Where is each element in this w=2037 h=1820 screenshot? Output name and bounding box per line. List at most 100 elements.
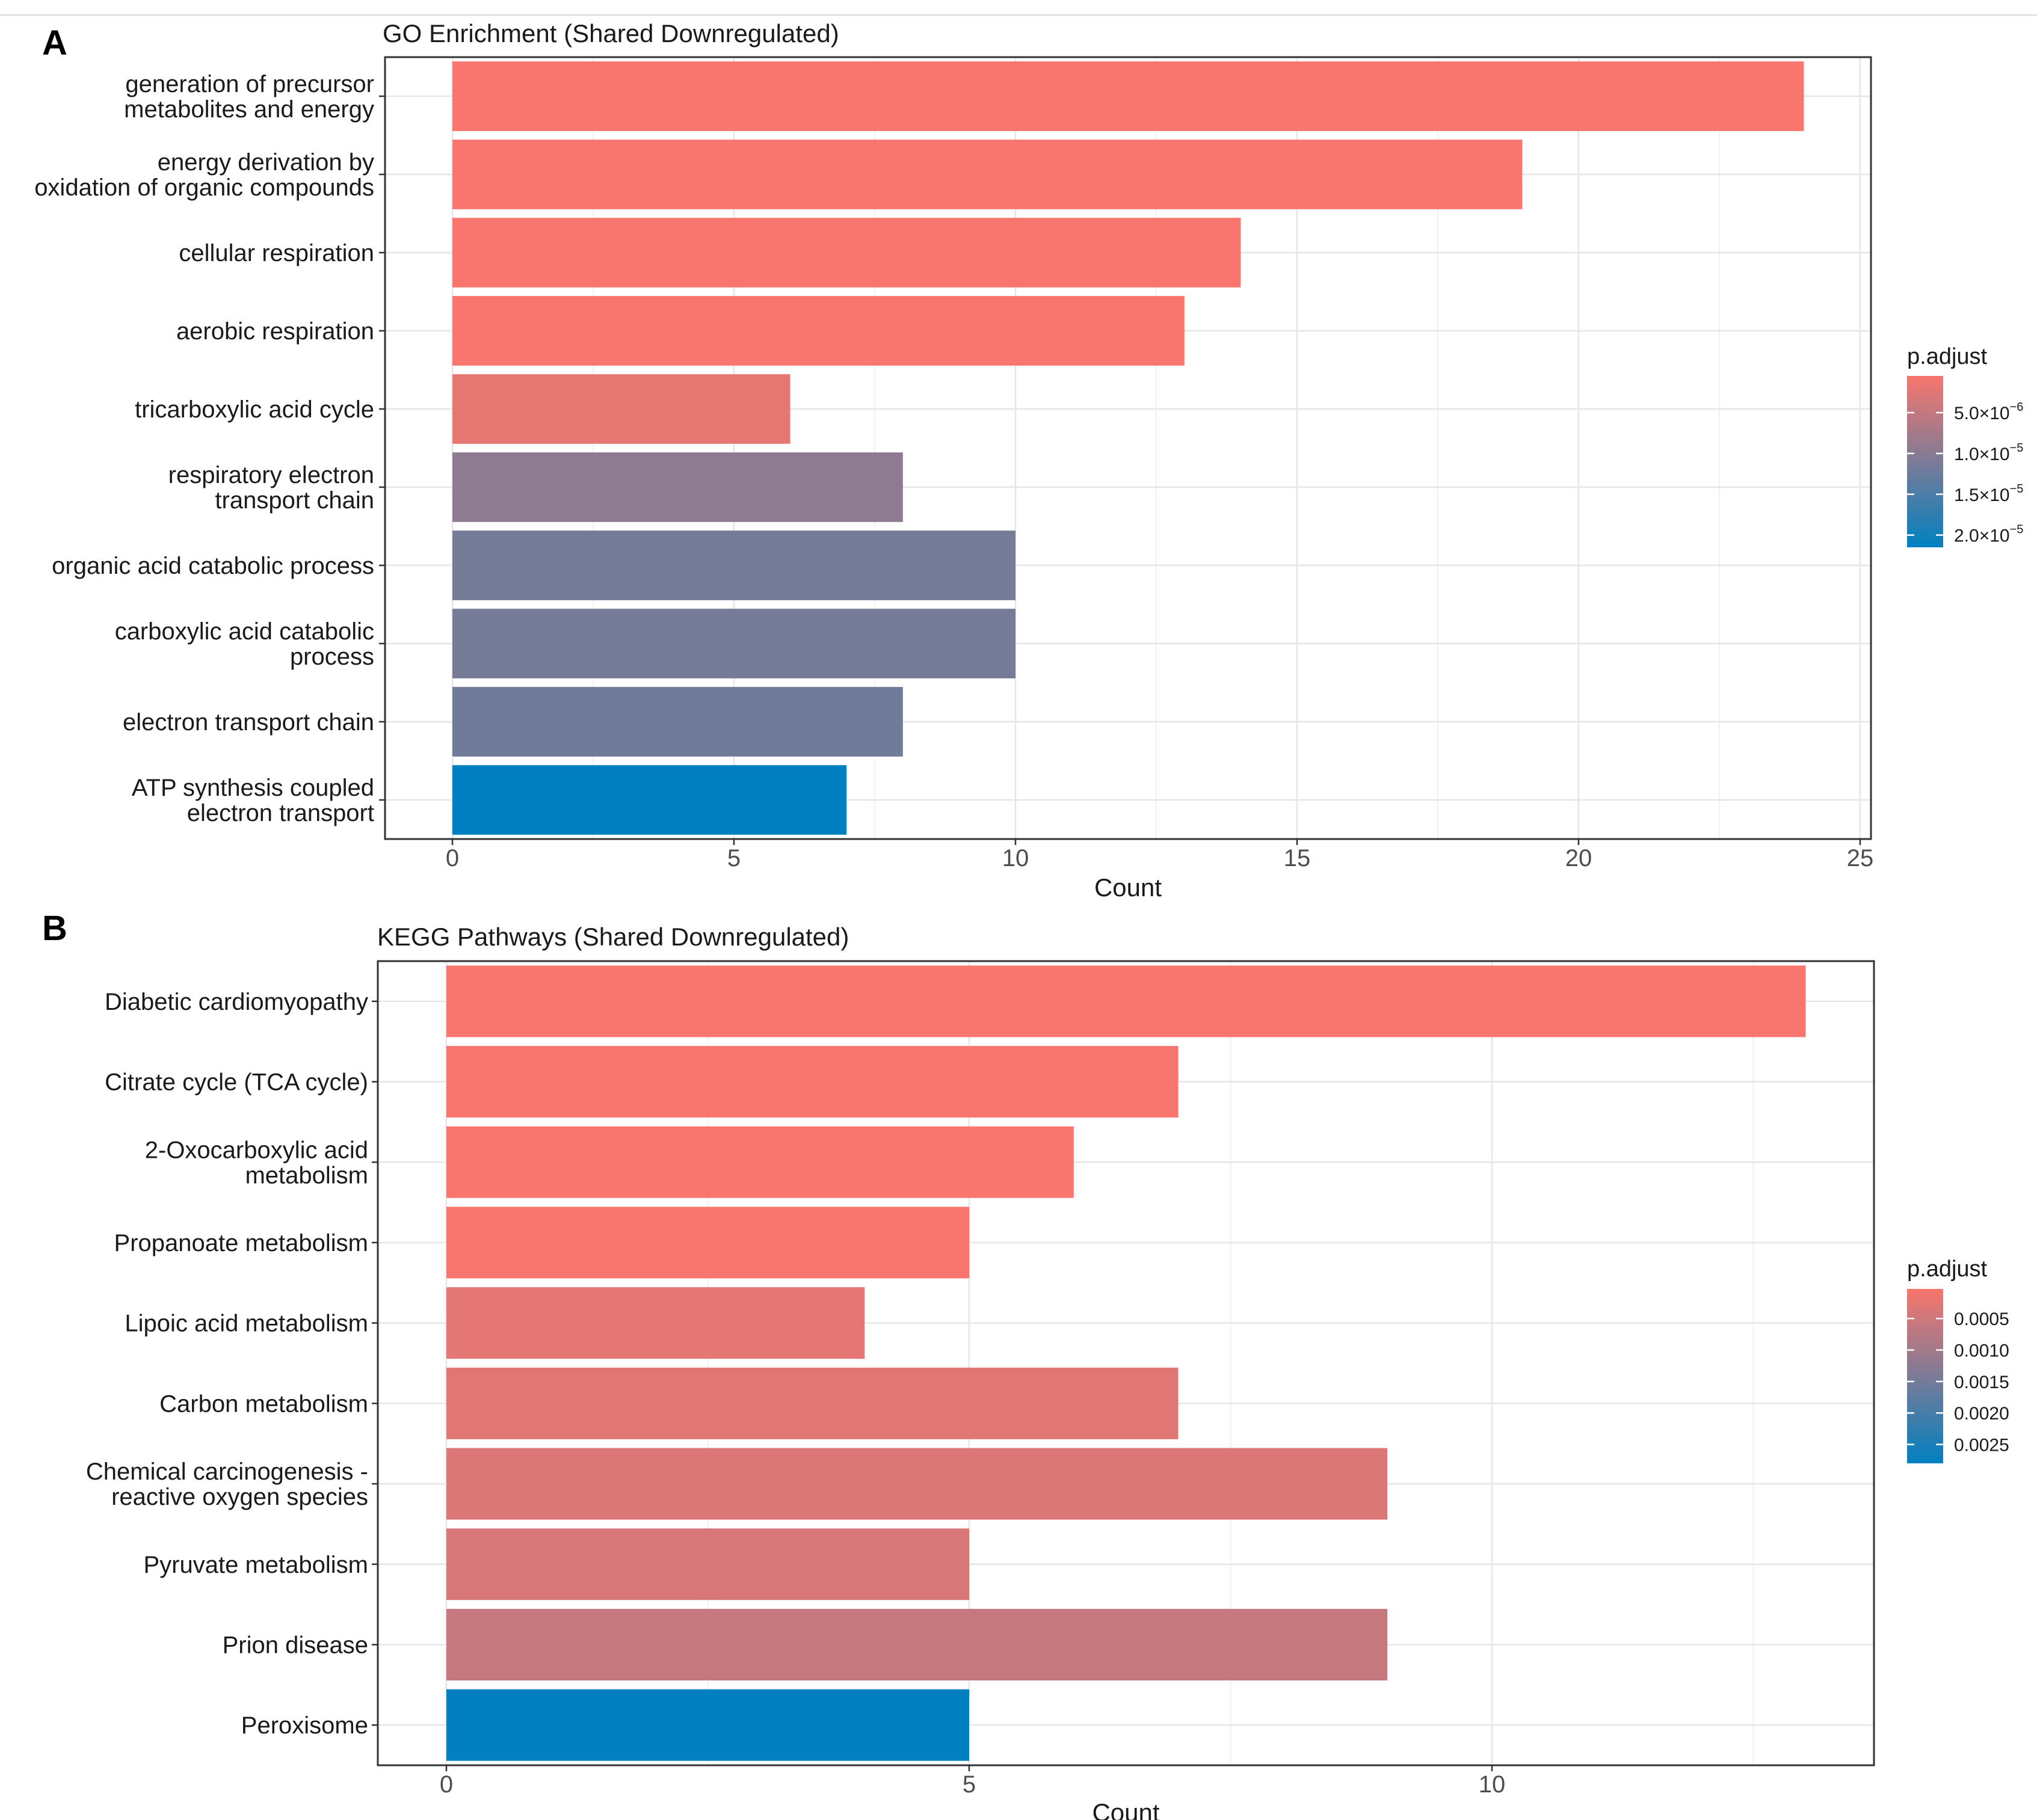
panel-b-legend-tick-base: 0.0010 bbox=[1954, 1341, 2009, 1361]
panel-a-bar bbox=[452, 296, 1185, 366]
panel-a-category-label: cellular respiration bbox=[179, 240, 374, 266]
panel-a-legend-title: p.adjust bbox=[1907, 344, 1988, 369]
panel-a-category-label: aerobic respiration bbox=[176, 318, 374, 345]
panel-a-bar bbox=[452, 530, 1015, 600]
panel-a-category-label: electron transport chain bbox=[123, 709, 374, 736]
panel-b-legend-tick-base: 0.0015 bbox=[1954, 1373, 2009, 1392]
panel-b-x-axis-label: Count bbox=[1092, 1798, 1159, 1820]
panel-a-category-label: carboxylic acid catabolic process bbox=[115, 618, 374, 670]
panel-b-category-label-line: Carbon metabolism bbox=[159, 1391, 368, 1417]
panel-b-x-tick-label: 10 bbox=[1479, 1771, 1506, 1798]
panel-a-bar bbox=[452, 374, 790, 444]
panel-a-x-tick-label: 0 bbox=[446, 845, 459, 872]
panel-b-legend-tick-base: 0.0025 bbox=[1954, 1436, 2009, 1456]
panel-a-category-label-line: energy derivation by bbox=[158, 149, 374, 176]
panel-b-plot-border bbox=[377, 960, 1875, 1766]
panel-a-category-label-line: oxidation of organic compounds bbox=[34, 174, 374, 201]
panel-b-x-tick-label: 0 bbox=[440, 1771, 453, 1798]
panel-a-x-tick-label: 20 bbox=[1565, 845, 1592, 872]
panel-b-chart-title: KEGG Pathways (Shared Downregulated) bbox=[377, 923, 849, 951]
top-divider-line bbox=[0, 14, 2037, 16]
panel-b-category-label: Chemical carcinogenesis -reactive oxygen… bbox=[86, 1459, 368, 1510]
panel-a-legend-tick-base: 1.0×10 bbox=[1954, 444, 2010, 464]
panel-a-legend-tick-base: 1.5×10 bbox=[1954, 485, 2010, 505]
panel-a-bar bbox=[452, 452, 903, 522]
panel-a-category-label-line: aerobic respiration bbox=[176, 318, 374, 345]
panel-a-category-label-line: carboxylic acid catabolic bbox=[115, 618, 374, 645]
panel-b-category-label-line: Pyruvate metabolism bbox=[144, 1552, 368, 1578]
panel-b-bar bbox=[446, 1046, 1179, 1118]
panel-a-x-tick-label: 15 bbox=[1284, 845, 1311, 872]
panel-a-chart: generation of precursor metabolites and e… bbox=[34, 19, 2023, 902]
panel-letter-b: B bbox=[42, 909, 67, 948]
panel-a-category-label-line: cellular respiration bbox=[179, 240, 374, 266]
panel-b-category-label: Citrate cycle (TCA cycle) bbox=[105, 1069, 368, 1096]
panel-a-category-label-line: ATP synthesis coupled bbox=[132, 775, 374, 801]
panel-b-bar bbox=[446, 1126, 1074, 1198]
panel-a-bar bbox=[452, 218, 1241, 287]
panel-b-legend-tick-label: 0.0010 bbox=[1954, 1341, 2009, 1361]
panel-b-bar bbox=[446, 1207, 969, 1279]
panel-a-x-tick-label: 25 bbox=[1847, 845, 1874, 872]
panel-b-category-label-line: Citrate cycle (TCA cycle) bbox=[105, 1069, 368, 1096]
panel-a-category-label: organic acid catabolic process bbox=[52, 553, 374, 579]
panel-a-category-label: generation of precursor metabolites and e… bbox=[124, 71, 374, 123]
panel-b-category-label-line: Peroxisome bbox=[241, 1712, 368, 1739]
panel-a-x-tick-label: 5 bbox=[727, 845, 741, 872]
panel-a-category-label: tricarboxylic acid cycle bbox=[135, 396, 374, 423]
panel-letter-a: A bbox=[42, 23, 67, 63]
panel-b-bar bbox=[446, 1689, 969, 1761]
panel-a-legend-tick-label: 2.0×10−5 bbox=[1954, 523, 2023, 546]
panel-a-legend-tick-exponent: −5 bbox=[2010, 441, 2024, 455]
panel-a-legend-tick-exponent: −6 bbox=[2010, 401, 2024, 414]
panel-b-bar bbox=[446, 1287, 865, 1359]
panel-b-bar bbox=[446, 1608, 1388, 1680]
panel-b-category-label: Diabetic cardiomyopathy bbox=[105, 989, 368, 1015]
panel-a-x-axis-label: Count bbox=[1094, 873, 1162, 902]
panel-b-bar bbox=[446, 1367, 1179, 1439]
panel-a-category-label: respiratory electron transport chain bbox=[168, 462, 374, 514]
panel-b-x-tick-label: 5 bbox=[963, 1771, 976, 1798]
panel-a-legend-tick-base: 5.0×10 bbox=[1954, 404, 2010, 423]
panel-b-category-label: Carbon metabolism bbox=[159, 1391, 368, 1417]
panel-b-chart: Diabetic cardiomyopathy Citrate cycle (TC… bbox=[86, 923, 2009, 1820]
panel-b-legend-title: p.adjust bbox=[1907, 1256, 1988, 1282]
panel-b-bar bbox=[446, 1448, 1388, 1520]
panel-b-category-label-line: Propanoate metabolism bbox=[114, 1230, 368, 1256]
panel-b-legend-tick-label: 0.0025 bbox=[1954, 1436, 2009, 1456]
panel-a-legend-tick-label: 1.0×10−5 bbox=[1954, 441, 2023, 464]
panel-a-chart-title: GO Enrichment (Shared Downregulated) bbox=[383, 19, 839, 48]
panel-a-x-tick-label: 10 bbox=[1002, 845, 1029, 872]
panel-b-legend-tick-label: 0.0015 bbox=[1954, 1373, 2009, 1392]
panel-a-category-label: energy derivation by oxidation of organic… bbox=[34, 149, 374, 201]
panel-a-plot-border bbox=[384, 56, 1872, 840]
panel-a-legend-tick-label: 5.0×10−6 bbox=[1954, 401, 2023, 423]
panel-b-category-label-line: metabolism bbox=[245, 1162, 368, 1188]
panel-b-category-label-line: 2-Oxocarboxylic acid bbox=[145, 1137, 368, 1163]
panel-a-legend-tick-label: 1.5×10−5 bbox=[1954, 482, 2023, 505]
panel-a-bar bbox=[452, 140, 1523, 209]
panel-b-legend-tick-base: 0.0020 bbox=[1954, 1404, 2009, 1424]
panel-b-category-label-line: Chemical carcinogenesis - bbox=[86, 1459, 368, 1485]
panel-a-category-label-line: tricarboxylic acid cycle bbox=[135, 396, 374, 423]
panel-a-legend-tick-base: 2.0×10 bbox=[1954, 526, 2010, 546]
panel-b-category-label: 2-Oxocarboxylic acid metabolism bbox=[145, 1137, 368, 1188]
panel-b-legend-tick-label: 0.0005 bbox=[1954, 1309, 2009, 1329]
panel-b-category-label-line: Lipoic acid metabolism bbox=[125, 1311, 368, 1337]
panel-a-bar bbox=[452, 61, 1804, 131]
panel-b-category-label-line: Prion disease bbox=[223, 1632, 368, 1658]
panel-b-legend-tick-base: 0.0005 bbox=[1954, 1309, 2009, 1329]
panel-a-category-label-line: transport chain bbox=[215, 487, 374, 514]
panel-b-category-label: Lipoic acid metabolism bbox=[125, 1311, 368, 1337]
panel-a-category-label: ATP synthesis coupled electron transport bbox=[132, 775, 374, 826]
panel-a-legend-tick-exponent: −5 bbox=[2010, 482, 2024, 496]
panel-a-legend-colorbar bbox=[1907, 376, 1943, 547]
panel-b-category-label: Propanoate metabolism bbox=[114, 1230, 368, 1256]
panel-a-category-label-line: process bbox=[290, 644, 374, 670]
panel-b-category-label: Pyruvate metabolism bbox=[144, 1552, 368, 1578]
panel-a-category-label-line: electron transport bbox=[187, 800, 374, 826]
panel-b-bar bbox=[446, 1528, 969, 1600]
panel-b-legend-tick-label: 0.0020 bbox=[1954, 1404, 2009, 1424]
panel-b-category-label: Peroxisome bbox=[241, 1712, 368, 1739]
